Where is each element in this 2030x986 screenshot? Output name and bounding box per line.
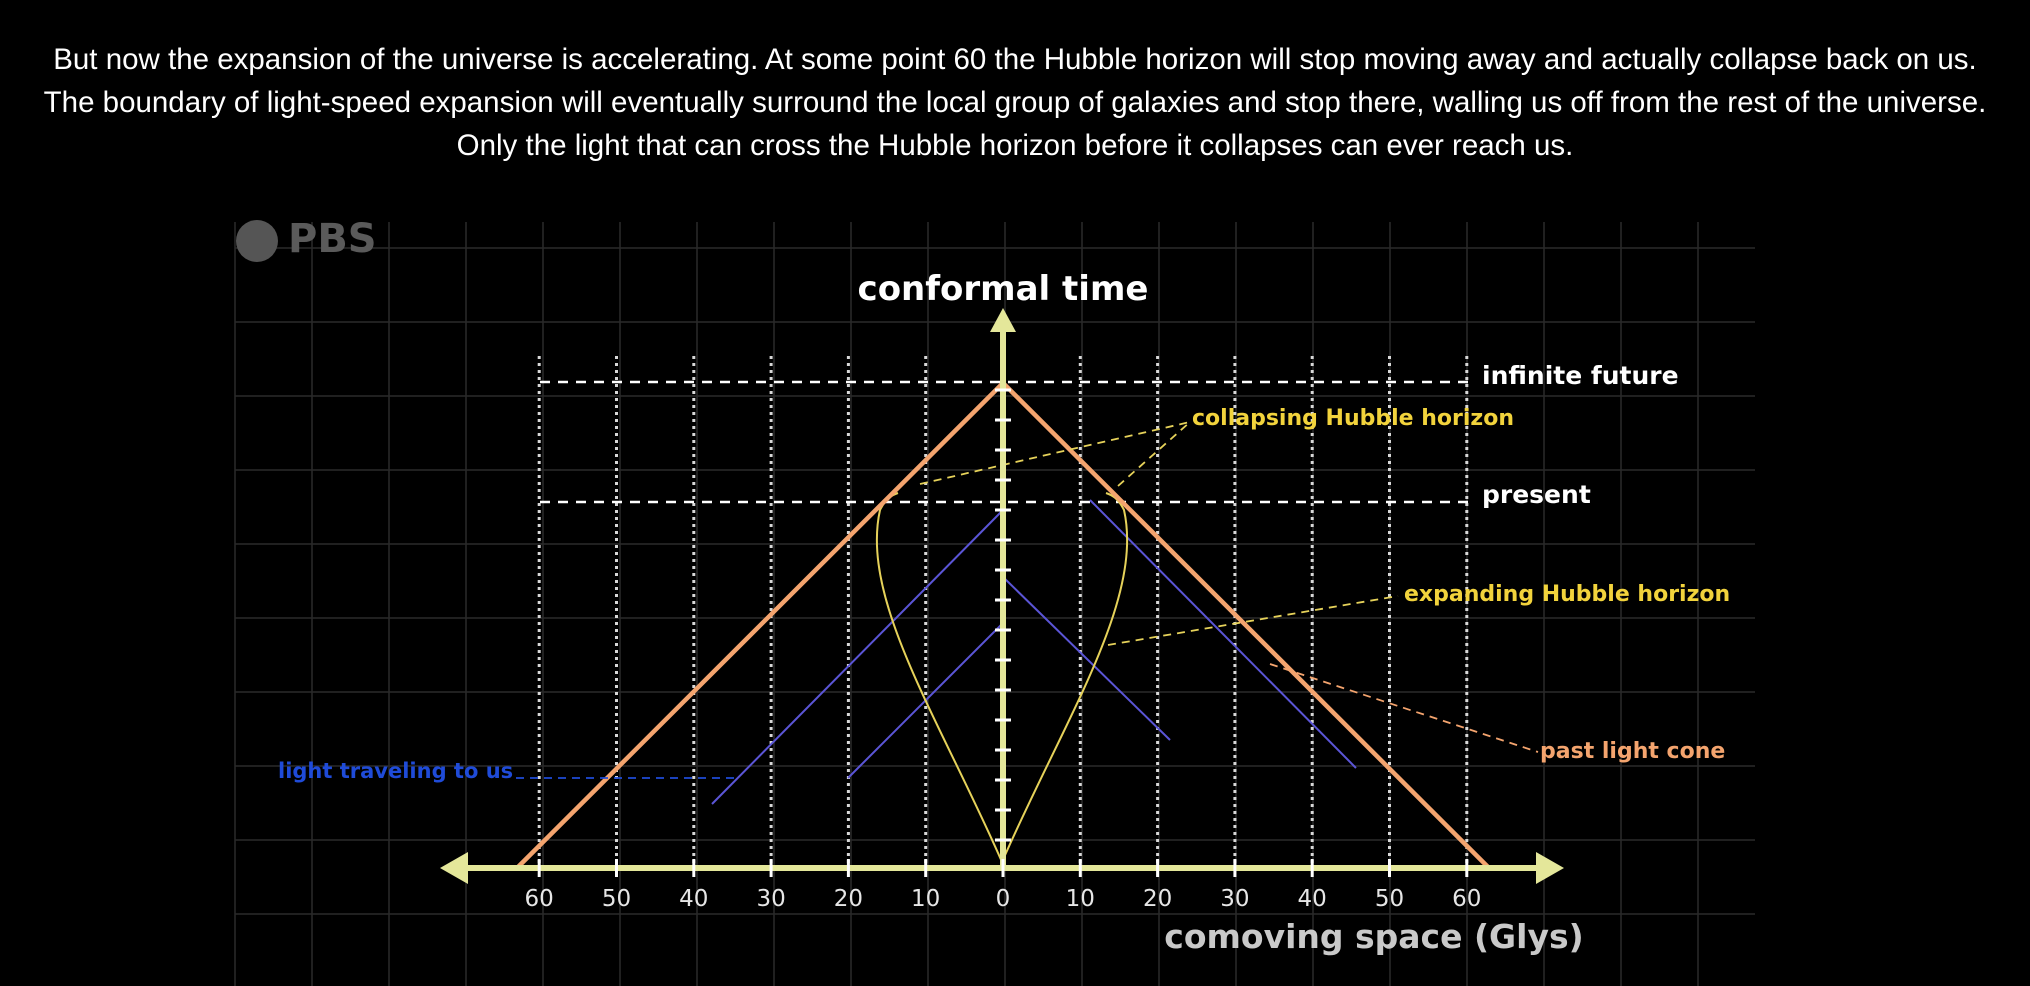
x-tick-label: 10	[911, 886, 940, 912]
x-axis-label: comoving space (Glys)	[1164, 917, 1583, 956]
y-axis-ticks	[995, 388, 1011, 842]
pbs-logo-head-icon	[236, 220, 278, 262]
x-tick-label: 20	[834, 886, 863, 912]
light-rays	[711, 499, 1357, 805]
pbs-logo: PBS	[236, 216, 377, 262]
comoving-gridlines	[537, 356, 1469, 868]
y-axis-up-arrow-icon	[990, 308, 1016, 332]
light-cone-left	[514, 380, 1006, 871]
light-traveling-label: light traveling to us	[278, 759, 513, 783]
x-tick-label: 50	[1375, 886, 1404, 912]
x-tick-label: 30	[756, 886, 785, 912]
expanding-leader	[1107, 595, 1399, 646]
x-tick-label: 60	[1452, 886, 1481, 912]
present-label: present	[1482, 480, 1591, 509]
past-cone-leader	[1269, 663, 1539, 753]
infinite-future-label: infinite future	[1482, 361, 1679, 390]
caption-text: But now the expansion of the universe is…	[43, 43, 1987, 162]
x-tick-label: 30	[1220, 886, 1249, 912]
light-ray	[711, 510, 1003, 805]
x-axis-left-arrow-icon	[440, 852, 468, 884]
leader-lines	[516, 421, 1539, 779]
collapsing-leader	[1117, 421, 1191, 487]
x-tick-label: 10	[1066, 886, 1095, 912]
x-tick-label: 0	[996, 886, 1011, 912]
x-tick-labels: 60 50 40 30 20 10 0 10 20 30 40 50 60	[525, 859, 1481, 912]
x-tick-label: 40	[679, 886, 708, 912]
collapsing-horizon-label: collapsing Hubble horizon	[1192, 406, 1514, 431]
x-tick-label: 40	[1298, 886, 1327, 912]
past-light-cone	[514, 380, 1492, 871]
y-axis-label: conformal time	[858, 269, 1149, 309]
hubble-horizon-right	[1001, 492, 1129, 863]
x-tick-label: 60	[525, 886, 554, 912]
y-axis	[990, 308, 1016, 868]
pbs-logo-text: PBS	[288, 216, 377, 262]
expanding-horizon-label: expanding Hubble horizon	[1404, 582, 1730, 607]
light-cone-right	[1000, 380, 1492, 871]
x-axis-right-arrow-icon	[1536, 852, 1564, 884]
past-light-cone-label: past light cone	[1540, 739, 1725, 764]
x-tick-label: 50	[602, 886, 631, 912]
x-tick-label: 20	[1143, 886, 1172, 912]
light-ray	[1001, 575, 1171, 741]
light-ray	[1089, 499, 1357, 769]
collapsing-leader	[919, 421, 1191, 485]
hubble-horizon-left	[875, 492, 1003, 863]
